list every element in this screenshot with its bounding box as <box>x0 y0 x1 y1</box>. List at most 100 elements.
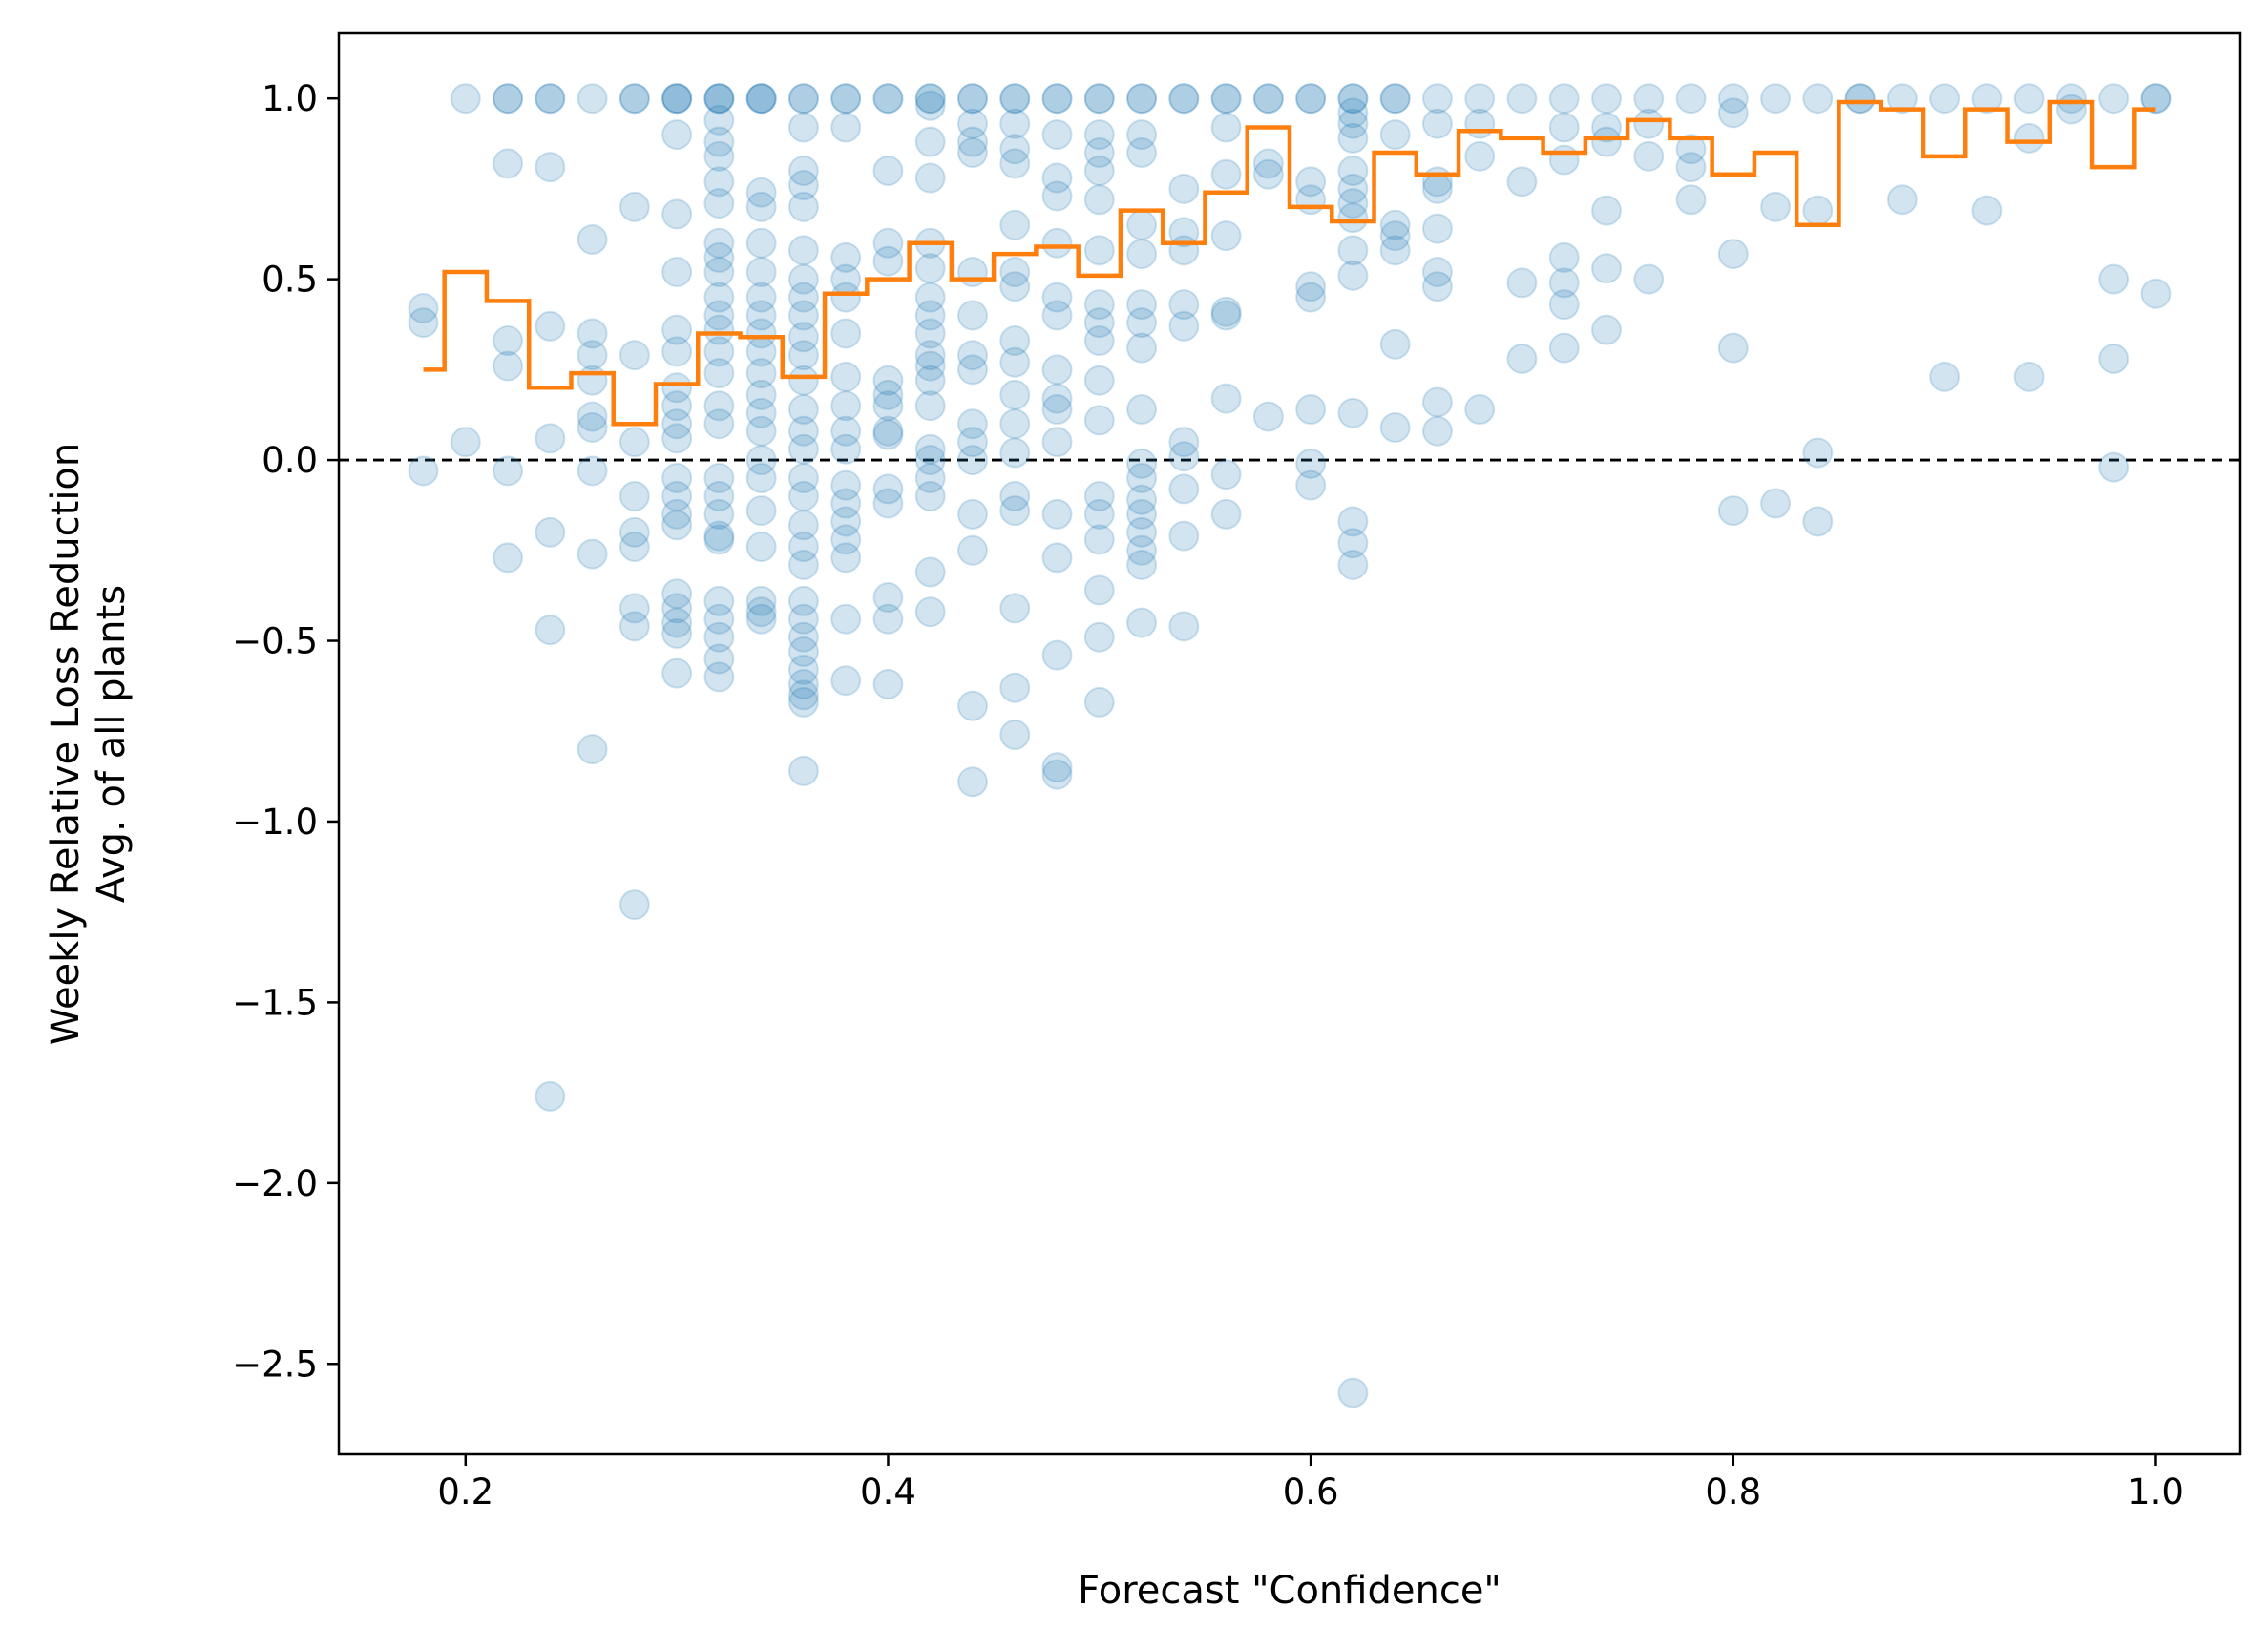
scatter-point <box>1168 173 1200 204</box>
scatter-point <box>746 415 777 447</box>
scatter-point <box>619 611 650 642</box>
scatter-point <box>957 83 988 115</box>
scatter-point <box>1041 83 1073 115</box>
scatter-point <box>788 686 819 718</box>
scatter-point <box>1126 332 1158 364</box>
x-tick-label: 0.2 <box>437 1471 494 1512</box>
scatter-point <box>872 390 904 422</box>
scatter-point <box>746 83 777 115</box>
scatter-point <box>872 379 904 410</box>
scatter-point <box>957 137 988 169</box>
scatter-point <box>704 336 735 367</box>
scatter-point <box>746 227 777 259</box>
scatter-point <box>2013 83 2045 115</box>
scatter-point <box>830 524 862 555</box>
scatter-point <box>999 495 1031 527</box>
y-tick-label: −2.0 <box>232 1163 318 1204</box>
scatter-point <box>957 427 988 458</box>
scatter-point <box>788 322 819 353</box>
scatter-point <box>1379 411 1411 443</box>
scatter-point <box>788 300 819 331</box>
scatter-point <box>872 582 904 614</box>
scatter-point <box>1971 83 2003 115</box>
y-tick-label: −0.5 <box>232 621 318 662</box>
scatter-point <box>788 83 819 115</box>
scatter-point <box>914 340 946 371</box>
scatter-point <box>1506 267 1538 299</box>
scatter-point <box>957 83 988 115</box>
x-tick-label: 0.8 <box>1705 1471 1761 1512</box>
scatter-point <box>662 390 693 422</box>
scatter-point <box>704 104 735 136</box>
scatter-point <box>1210 459 1242 490</box>
scatter-point <box>577 401 608 432</box>
scatter-point <box>788 155 819 186</box>
scatter-point <box>872 488 904 519</box>
scatter-point <box>914 480 946 511</box>
scatter-point <box>957 445 988 476</box>
scatter-point <box>830 433 862 465</box>
scatter-point <box>830 390 862 422</box>
scatter-point <box>662 578 693 610</box>
scatter-point <box>704 520 735 552</box>
scatter-point <box>957 300 988 331</box>
scatter-point <box>788 668 819 699</box>
scatter-point <box>1041 282 1073 313</box>
scatter-point <box>1083 686 1115 718</box>
scatter-point <box>999 593 1031 624</box>
scatter-point <box>1337 83 1369 115</box>
scatter-point <box>1126 463 1158 494</box>
scatter-point <box>1548 267 1580 299</box>
scatter-point <box>1083 325 1115 357</box>
scatter-point <box>1633 108 1665 139</box>
scatter-point <box>914 300 946 331</box>
step-line <box>423 99 2156 427</box>
scatter-point <box>1464 108 1496 139</box>
scatter-point <box>999 480 1031 511</box>
scatter-point <box>704 643 735 675</box>
scatter-point <box>1760 488 1792 519</box>
scatter-point <box>1506 343 1538 374</box>
scatter-point <box>1083 119 1115 151</box>
scatter-point <box>914 162 946 194</box>
scatter-point <box>1295 271 1327 302</box>
scatter-point <box>619 480 650 511</box>
scatter-point <box>1633 263 1665 295</box>
scatter-point <box>1675 152 1707 183</box>
scatter-point <box>957 408 988 440</box>
scatter-point <box>1506 83 1538 115</box>
scatter-point <box>662 408 693 440</box>
scatter-point <box>662 83 693 115</box>
scatter-point <box>1548 83 1580 115</box>
scatter-point <box>872 419 904 450</box>
scatter-point <box>662 83 693 115</box>
scatter-point <box>957 690 988 721</box>
scatter-point <box>1337 155 1369 186</box>
scatter-point <box>1337 260 1369 291</box>
scatter-point <box>493 325 524 357</box>
scatter-point <box>788 83 819 115</box>
scatter-point <box>662 463 693 494</box>
scatter-point <box>830 488 862 519</box>
scatter-point <box>1168 289 1200 321</box>
scatter-point <box>577 455 608 487</box>
scatter-point <box>493 83 524 115</box>
scatter-point <box>1591 83 1622 115</box>
scatter-point <box>746 596 777 628</box>
scatter-point <box>662 372 693 404</box>
scatter-point <box>535 83 566 115</box>
scatter-point <box>704 524 735 555</box>
scatter-point <box>872 227 904 259</box>
scatter-point <box>704 282 735 313</box>
scatter-point <box>1421 213 1453 244</box>
scatter-point <box>1717 495 1749 527</box>
scatter-point <box>704 603 735 635</box>
y-axis: 1.0 0.5 0.0 −0.5 −1.0 −1.5 −2.0 −2.5 <box>232 78 339 1385</box>
x-tick-label: 0.6 <box>1283 1471 1339 1512</box>
scatter-point <box>999 408 1031 440</box>
scatter-point <box>493 350 524 382</box>
scatter-point <box>788 463 819 494</box>
scatter-point <box>788 433 819 465</box>
scatter-point <box>1886 184 1918 216</box>
scatter-point <box>788 755 819 786</box>
